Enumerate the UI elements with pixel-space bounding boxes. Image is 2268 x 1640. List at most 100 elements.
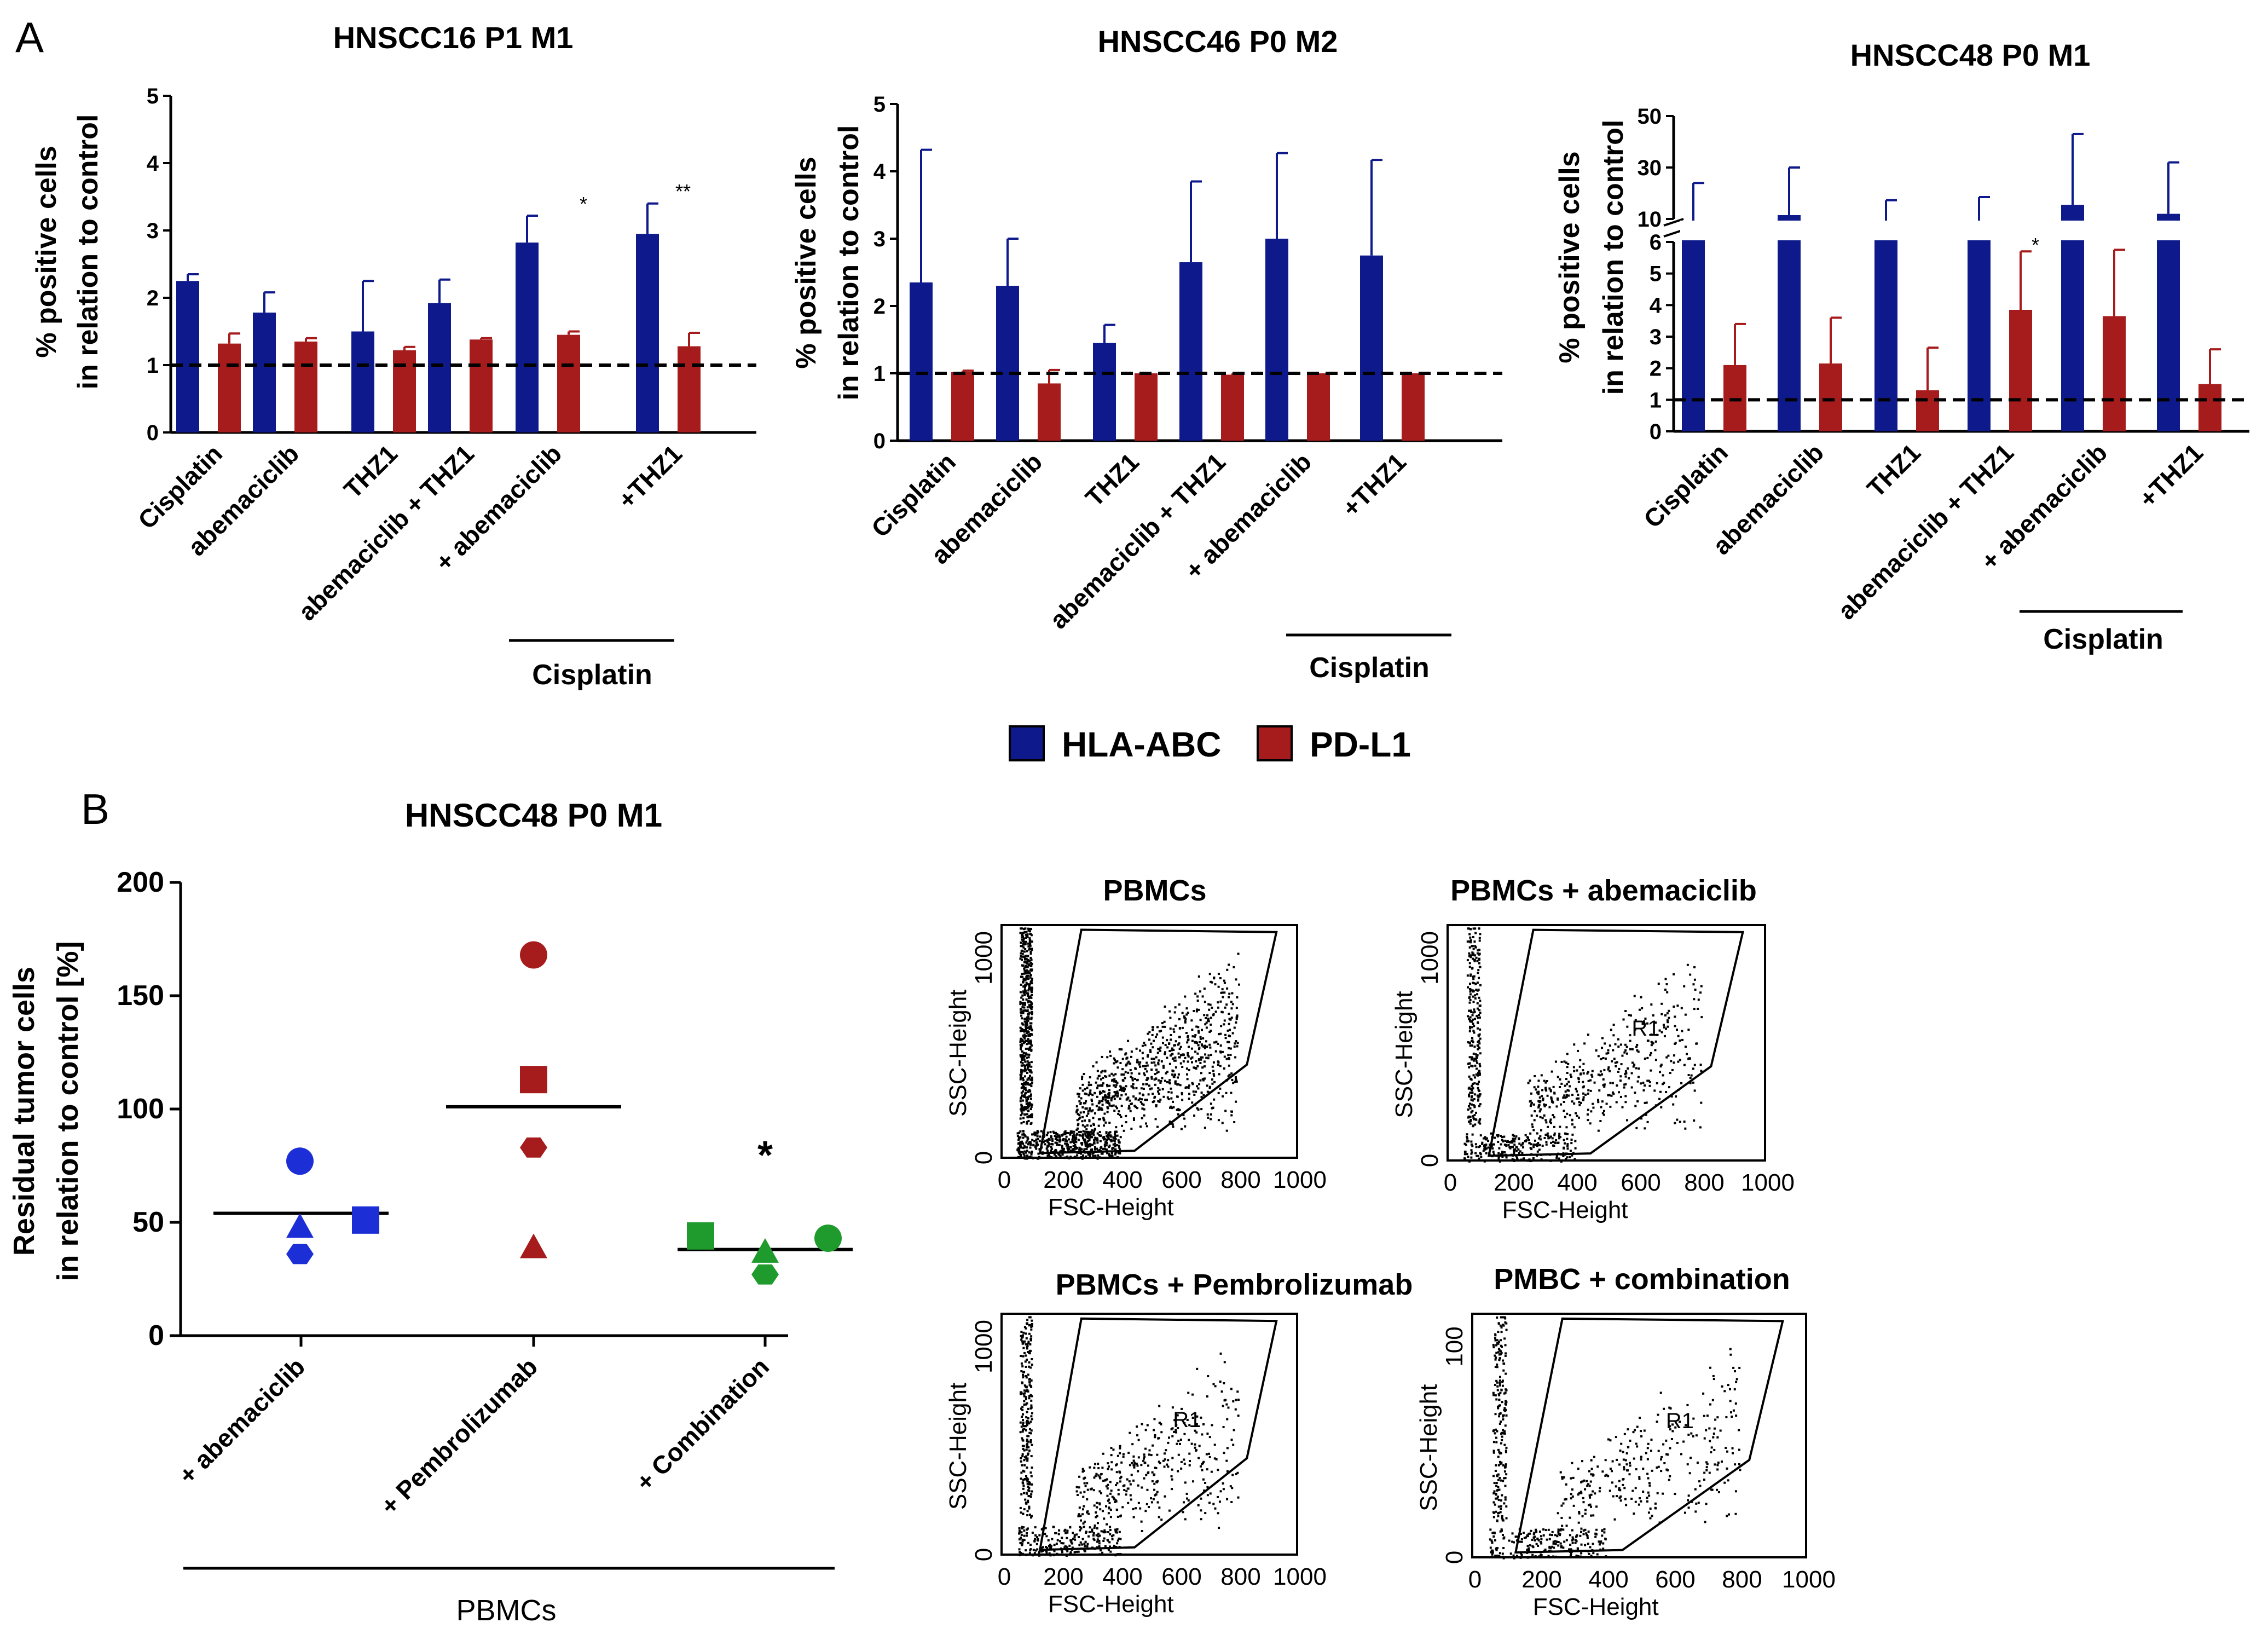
event-dot xyxy=(1083,1141,1086,1144)
event-dot xyxy=(1065,1135,1068,1138)
event-dot xyxy=(1031,1078,1033,1081)
event-dot xyxy=(1630,1086,1633,1089)
event-dot xyxy=(1114,1142,1116,1145)
event-dot xyxy=(1066,1546,1068,1549)
event-dot xyxy=(1154,1434,1156,1436)
event-dot xyxy=(1646,1056,1649,1059)
event-dot xyxy=(1140,1087,1143,1090)
event-dot xyxy=(1188,1464,1191,1466)
event-dot xyxy=(1577,1493,1580,1496)
event-dot xyxy=(1031,1076,1033,1079)
event-dot xyxy=(1605,1102,1608,1105)
event-dot xyxy=(1120,1116,1123,1118)
event-dot xyxy=(1590,1073,1593,1076)
event-dot xyxy=(1094,1112,1096,1114)
event-dot xyxy=(1539,1100,1542,1102)
event-dot xyxy=(1104,1141,1107,1144)
event-dot xyxy=(1098,1092,1101,1095)
event-dot xyxy=(1088,1139,1091,1141)
event-dot xyxy=(1022,1085,1025,1088)
event-dot xyxy=(1078,1130,1080,1133)
event-dot xyxy=(1167,1098,1170,1100)
event-dot xyxy=(1031,1002,1033,1005)
event-dot xyxy=(1500,1420,1502,1423)
event-dot xyxy=(1677,1035,1680,1037)
event-dot xyxy=(1515,1135,1518,1138)
event-dot xyxy=(1195,1431,1198,1434)
event-dot xyxy=(1141,1117,1143,1119)
event-dot xyxy=(1215,1041,1218,1043)
event-dot xyxy=(1469,956,1472,958)
event-dot xyxy=(1693,1008,1696,1010)
event-dot xyxy=(1476,960,1479,962)
event-dot xyxy=(1058,1136,1061,1139)
event-dot xyxy=(1115,1130,1118,1133)
event-dot xyxy=(1590,1514,1593,1517)
event-dot xyxy=(1100,1134,1102,1137)
x-tick-label: 200 xyxy=(1043,1167,1083,1193)
event-dot xyxy=(1050,1147,1053,1150)
event-dot xyxy=(1582,1533,1585,1535)
event-dot xyxy=(1527,1082,1530,1084)
y-tick-label: 1000 xyxy=(1416,931,1443,985)
event-dot xyxy=(1597,1099,1600,1101)
event-dot xyxy=(1663,1407,1665,1410)
event-dot xyxy=(1472,1041,1474,1043)
event-dot xyxy=(1552,1114,1554,1117)
event-dot xyxy=(1590,1473,1593,1476)
event-dot xyxy=(1107,1107,1109,1110)
event-dot xyxy=(1654,1502,1657,1505)
event-dot xyxy=(1573,1102,1576,1105)
y-tick-label: 10 xyxy=(1638,207,1662,232)
bar-break-gap xyxy=(1966,221,1992,240)
event-dot xyxy=(1196,1085,1199,1088)
event-dot xyxy=(1693,1119,1696,1122)
event-dot xyxy=(1603,1083,1606,1086)
event-dot xyxy=(1635,1127,1638,1129)
event-dot xyxy=(1098,1106,1101,1109)
event-dot xyxy=(1611,1060,1613,1062)
event-dot xyxy=(1217,1006,1219,1009)
event-dot xyxy=(1477,1072,1479,1075)
event-dot xyxy=(1140,1464,1143,1466)
event-dot xyxy=(1027,994,1029,997)
event-dot xyxy=(1029,965,1032,967)
event-dot xyxy=(1635,1442,1638,1445)
event-dot xyxy=(1027,1342,1030,1344)
event-dot xyxy=(1472,948,1475,950)
event-dot xyxy=(1023,957,1026,960)
event-dot xyxy=(1194,1429,1196,1432)
event-dot xyxy=(1102,1117,1105,1119)
event-dot xyxy=(1471,967,1474,969)
event-dot xyxy=(1474,1152,1477,1154)
event-dot xyxy=(1638,1008,1641,1011)
event-dot xyxy=(1194,1041,1197,1044)
event-dot xyxy=(1117,1493,1120,1495)
event-dot xyxy=(1113,1148,1116,1151)
x-tick-label: 600 xyxy=(1655,1566,1695,1593)
event-dot xyxy=(1167,1459,1170,1462)
event-dot xyxy=(1139,1125,1142,1128)
event-dot xyxy=(1129,1494,1132,1497)
event-dot xyxy=(1021,938,1023,941)
event-dot xyxy=(1232,1082,1235,1084)
event-dot xyxy=(1024,948,1027,950)
event-dot xyxy=(1598,1490,1601,1493)
event-dot xyxy=(1155,1077,1158,1080)
event-dot xyxy=(1021,1054,1024,1056)
event-dot xyxy=(1072,1136,1075,1139)
event-dot xyxy=(1554,1534,1557,1537)
event-dot xyxy=(1587,1071,1589,1073)
event-dot xyxy=(1664,988,1667,991)
event-dot xyxy=(1599,1070,1602,1073)
event-dot xyxy=(1121,1124,1124,1127)
event-dot xyxy=(1056,1142,1058,1145)
bar-pd-l1 xyxy=(470,339,493,432)
event-dot xyxy=(1236,1014,1239,1017)
event-dot xyxy=(1226,987,1229,990)
event-dot xyxy=(1733,1388,1736,1391)
event-dot xyxy=(1530,1159,1533,1162)
event-dot xyxy=(1116,1482,1119,1485)
event-dot xyxy=(1648,1482,1651,1485)
event-dot xyxy=(1030,1026,1033,1029)
